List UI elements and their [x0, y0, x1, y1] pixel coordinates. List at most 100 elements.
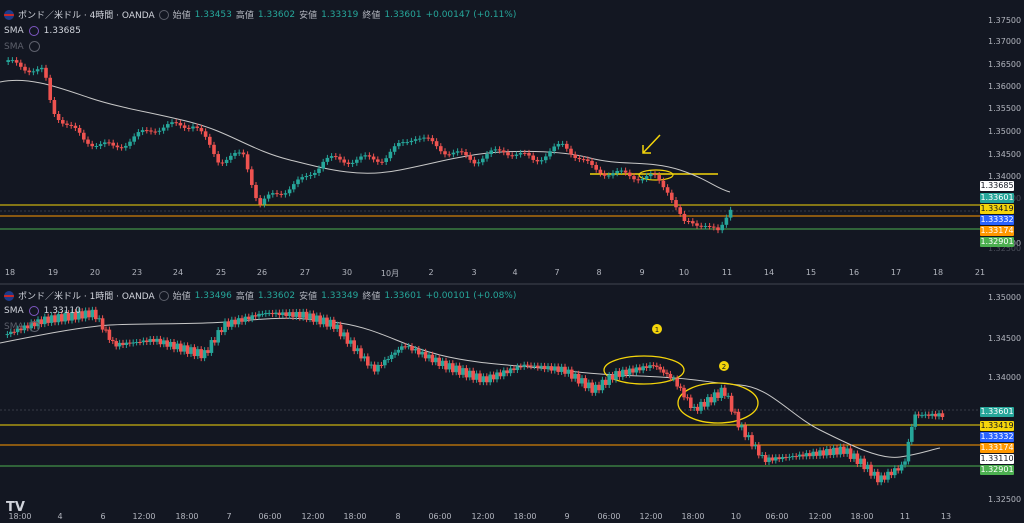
candle-body [549, 366, 554, 371]
candle-body [502, 370, 506, 377]
candle-body [301, 311, 305, 318]
price-tick: 1.32500 [988, 495, 1022, 504]
price-tag-last: 1.33601 [980, 193, 1014, 203]
candle-body [686, 220, 691, 222]
candle-body [658, 366, 662, 370]
chart-4h-canvas[interactable] [0, 0, 1024, 283]
candle-body [879, 475, 883, 483]
candle-body [294, 311, 299, 317]
arrow-icon [642, 134, 661, 154]
pane-divider[interactable] [0, 283, 1024, 285]
candle-body [539, 160, 544, 162]
candle-body [434, 141, 439, 147]
chart-pane-1h[interactable]: 1 2 ポンド／米ドル · 1時間 · OANDA 始値 1.33496 高値 1.… [0, 285, 1024, 523]
symbol-title[interactable]: ポンド／米ドル · 4時間 · OANDA [18, 11, 155, 21]
candle-body [455, 151, 460, 153]
candle-body [709, 397, 713, 403]
candle-body [145, 130, 149, 132]
candle-body [542, 365, 547, 370]
candle-body [678, 386, 683, 388]
candle-body [80, 311, 84, 319]
candle-body [185, 345, 190, 354]
symbol-title[interactable]: ポンド／米ドル · 1時間 · OANDA [18, 292, 155, 302]
candle-body [651, 365, 656, 367]
chart-pane-4h[interactable]: ポンド／米ドル · 4時間 · OANDA 始値 1.33453 高値 1.3360… [0, 0, 1024, 283]
candle-body [422, 137, 426, 139]
time-tick: 12:00 [471, 512, 495, 521]
sma-indicator-row-hidden[interactable]: SMA [4, 41, 40, 52]
candle-body [94, 146, 99, 148]
candle-body [468, 155, 472, 160]
candle-body [560, 143, 565, 145]
candle-body [665, 187, 670, 193]
candle-body [66, 313, 71, 321]
candle-body [753, 445, 758, 447]
candle-body [712, 392, 717, 403]
candle-body [254, 184, 258, 199]
time-tick: 8 [596, 268, 602, 277]
candle-body [720, 224, 724, 231]
candle-body [464, 368, 469, 378]
candle-body [121, 342, 125, 346]
candle-body [6, 60, 10, 62]
candle-body [903, 461, 907, 465]
sma-indicator-row[interactable]: SMA 1.33110 [4, 306, 81, 316]
time-tick: 06:00 [428, 512, 452, 521]
settings-icon[interactable] [28, 26, 39, 36]
price-tick: 1.37000 [988, 37, 1022, 46]
candle-body [151, 339, 156, 342]
candle-body [271, 193, 275, 195]
candle-body [172, 341, 176, 350]
candle-body [672, 378, 676, 380]
tradingview-logo[interactable]: TV [6, 500, 25, 515]
candle-body [590, 382, 594, 393]
eye-hidden-icon[interactable] [28, 41, 40, 52]
high-label: 高値 [235, 292, 254, 302]
candle-body [556, 143, 561, 147]
time-tick: 4 [57, 512, 63, 521]
candle-body [308, 174, 313, 176]
candle-body [396, 349, 401, 353]
candle-body [264, 313, 268, 315]
candle-body [321, 161, 325, 169]
low-label: 安値 [299, 11, 318, 21]
candle-body [927, 414, 931, 416]
candle-body [145, 340, 149, 343]
candle-body [787, 456, 792, 458]
candle-body [409, 140, 414, 143]
candle-body [443, 151, 447, 155]
chart-1h-canvas[interactable]: 1 2 [0, 285, 1024, 523]
candle-body [287, 189, 292, 194]
candle-body [674, 200, 678, 208]
candle-body [634, 367, 639, 373]
candle-body [808, 453, 812, 457]
candle-body [90, 309, 95, 318]
candle-body [617, 371, 622, 377]
candle-body [111, 142, 115, 146]
settings-icon[interactable] [28, 306, 39, 316]
candle-body [780, 457, 785, 460]
high-value: 1.33602 [257, 290, 296, 301]
sma-indicator-row[interactable]: SMA 1.33685 [4, 26, 81, 36]
eye-hidden-icon[interactable] [28, 321, 40, 332]
candle-body [100, 318, 105, 330]
candle-body [593, 384, 598, 393]
candle-body [40, 67, 44, 70]
candle-body [580, 378, 584, 384]
price-tick: 1.37500 [988, 16, 1022, 25]
sma-indicator-row-hidden[interactable]: SMA [4, 321, 40, 332]
candle-body [610, 374, 615, 380]
candle-body [27, 70, 31, 73]
candle-body [548, 151, 552, 157]
candle-body [226, 321, 231, 327]
candle-body [155, 338, 159, 342]
time-tick: 7 [554, 268, 560, 277]
sma-line [0, 79, 731, 193]
time-tick: 17 [890, 268, 902, 277]
price-tag-green: 1.32901 [980, 465, 1014, 475]
candle-body [318, 315, 322, 325]
candle-body [586, 159, 590, 161]
candle-body [304, 175, 309, 178]
candle-body [380, 161, 384, 163]
candle-body [247, 316, 251, 320]
